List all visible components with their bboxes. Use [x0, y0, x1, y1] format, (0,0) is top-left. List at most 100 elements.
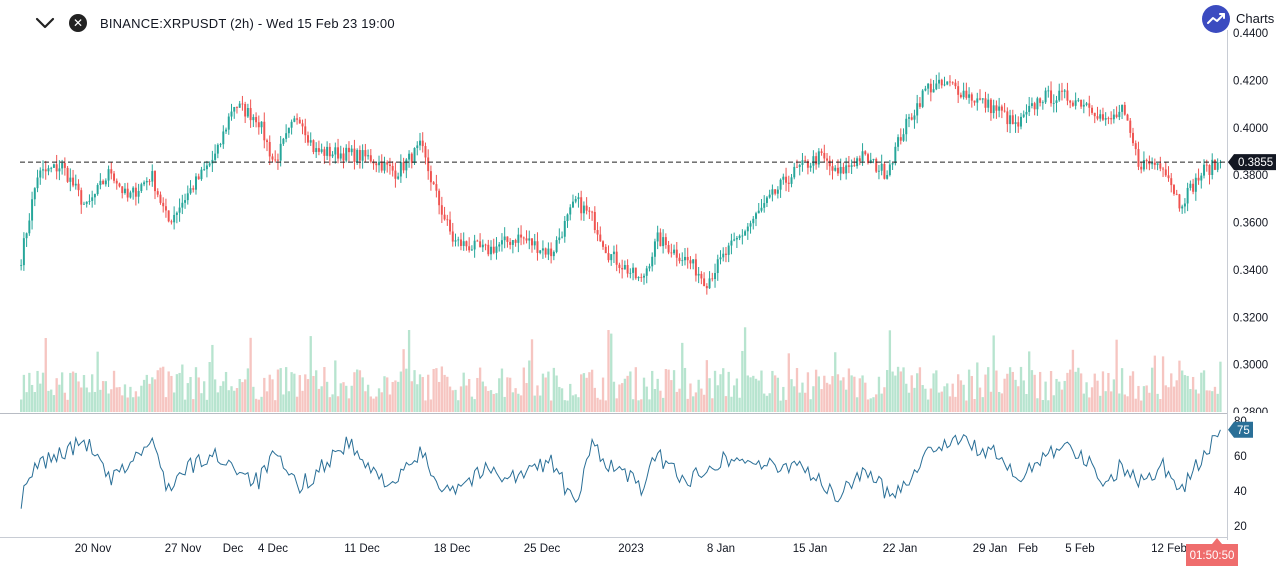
volume-bar: [301, 390, 304, 412]
chevron-down-icon[interactable]: [34, 12, 56, 34]
candle-body: [487, 244, 490, 255]
candle-body: [891, 163, 894, 165]
candle-body: [796, 166, 798, 168]
volume-bar: [186, 383, 189, 412]
candle-body: [271, 156, 274, 160]
volume-bar: [129, 386, 132, 412]
candle-body: [626, 265, 629, 274]
candle-body: [1000, 106, 1003, 111]
volume-bar: [345, 385, 348, 412]
candle-body: [869, 159, 872, 163]
candle-body: [77, 183, 80, 191]
candle-body: [801, 160, 804, 165]
candle-body: [714, 273, 717, 280]
volume-bar: [984, 374, 987, 412]
candle-body: [1088, 103, 1091, 108]
candle-body: [481, 244, 484, 248]
brand[interactable]: Charts: [1202, 5, 1280, 33]
volume-bar: [834, 352, 837, 412]
candle-body: [151, 171, 154, 182]
candle-body: [263, 121, 266, 141]
candle-body: [244, 104, 247, 117]
volume-bar: [894, 375, 897, 412]
volume-bar: [63, 392, 67, 412]
candle-body: [107, 169, 110, 181]
volume-bar: [85, 387, 88, 412]
volume-bar: [1069, 369, 1072, 412]
volume-bar: [347, 398, 351, 412]
volume-bar: [1172, 386, 1176, 412]
candle-body: [621, 267, 624, 270]
candle-body: [140, 184, 143, 191]
volume-bar: [836, 374, 840, 412]
candle-body: [970, 94, 973, 101]
volume-bar: [910, 375, 913, 412]
candle-body: [1077, 99, 1080, 101]
candle-body: [470, 249, 473, 251]
volume-bar: [883, 387, 886, 412]
volume-bar: [828, 384, 831, 412]
candle-body: [342, 153, 345, 161]
time-tick-label: 5 Feb: [1065, 543, 1094, 555]
volume-bar: [312, 376, 315, 412]
candle-body: [260, 121, 263, 128]
volume-bar: [763, 393, 766, 412]
candle-body: [735, 237, 738, 240]
volume-bar: [741, 350, 744, 412]
volume-bar: [203, 381, 206, 412]
candle-body: [320, 149, 323, 152]
volume-bar: [989, 391, 993, 412]
volume-bar: [1164, 385, 1167, 412]
candle-body: [905, 118, 908, 135]
volume-bar: [672, 370, 676, 412]
volume-bar: [976, 362, 979, 412]
candle-body: [129, 192, 132, 198]
candle-body: [181, 202, 184, 208]
volume-bar: [364, 391, 367, 412]
close-icon[interactable]: ✕: [69, 14, 87, 32]
candle-body: [399, 162, 402, 177]
volume-bar: [664, 369, 668, 412]
volume-bar: [839, 380, 842, 412]
price-tick-label: 0.3000: [1233, 360, 1268, 372]
candle-body: [948, 81, 951, 83]
volume-bar: [1028, 351, 1031, 412]
candle-body: [787, 182, 790, 184]
candle-body: [454, 240, 457, 242]
volume-bar: [790, 379, 793, 412]
volume-bar: [473, 399, 476, 412]
candle-body: [1115, 114, 1118, 118]
candle-body: [856, 158, 859, 167]
candle-body: [1186, 187, 1189, 204]
candle-body: [815, 156, 818, 165]
candle-body: [55, 164, 58, 172]
volume-bar: [290, 372, 293, 412]
volume-bar: [222, 381, 225, 412]
candle-body: [1175, 193, 1178, 195]
candle-body: [500, 240, 503, 245]
volume-bar: [820, 389, 823, 412]
volume-bar: [585, 377, 588, 412]
candle-body: [692, 259, 695, 264]
volume-bar: [1082, 393, 1085, 412]
volume-bar: [514, 388, 517, 412]
volume-bar: [1000, 393, 1004, 412]
volume-bar: [317, 388, 321, 412]
volume-bar: [1131, 371, 1135, 412]
candle-body: [413, 148, 416, 163]
candle-body: [689, 260, 692, 264]
candle-body: [1118, 111, 1121, 118]
volume-bar: [153, 379, 157, 412]
candle-body: [432, 182, 435, 185]
volume-bar: [1036, 398, 1039, 412]
candle-body: [47, 168, 50, 172]
candle-body: [22, 238, 25, 266]
volume-bar: [937, 392, 941, 412]
candle-body: [1167, 175, 1170, 179]
candle-body: [1039, 98, 1042, 103]
volume-bar: [1049, 371, 1053, 412]
volume-bar: [293, 373, 296, 412]
candle-body: [88, 200, 91, 202]
volume-bar: [623, 378, 627, 412]
